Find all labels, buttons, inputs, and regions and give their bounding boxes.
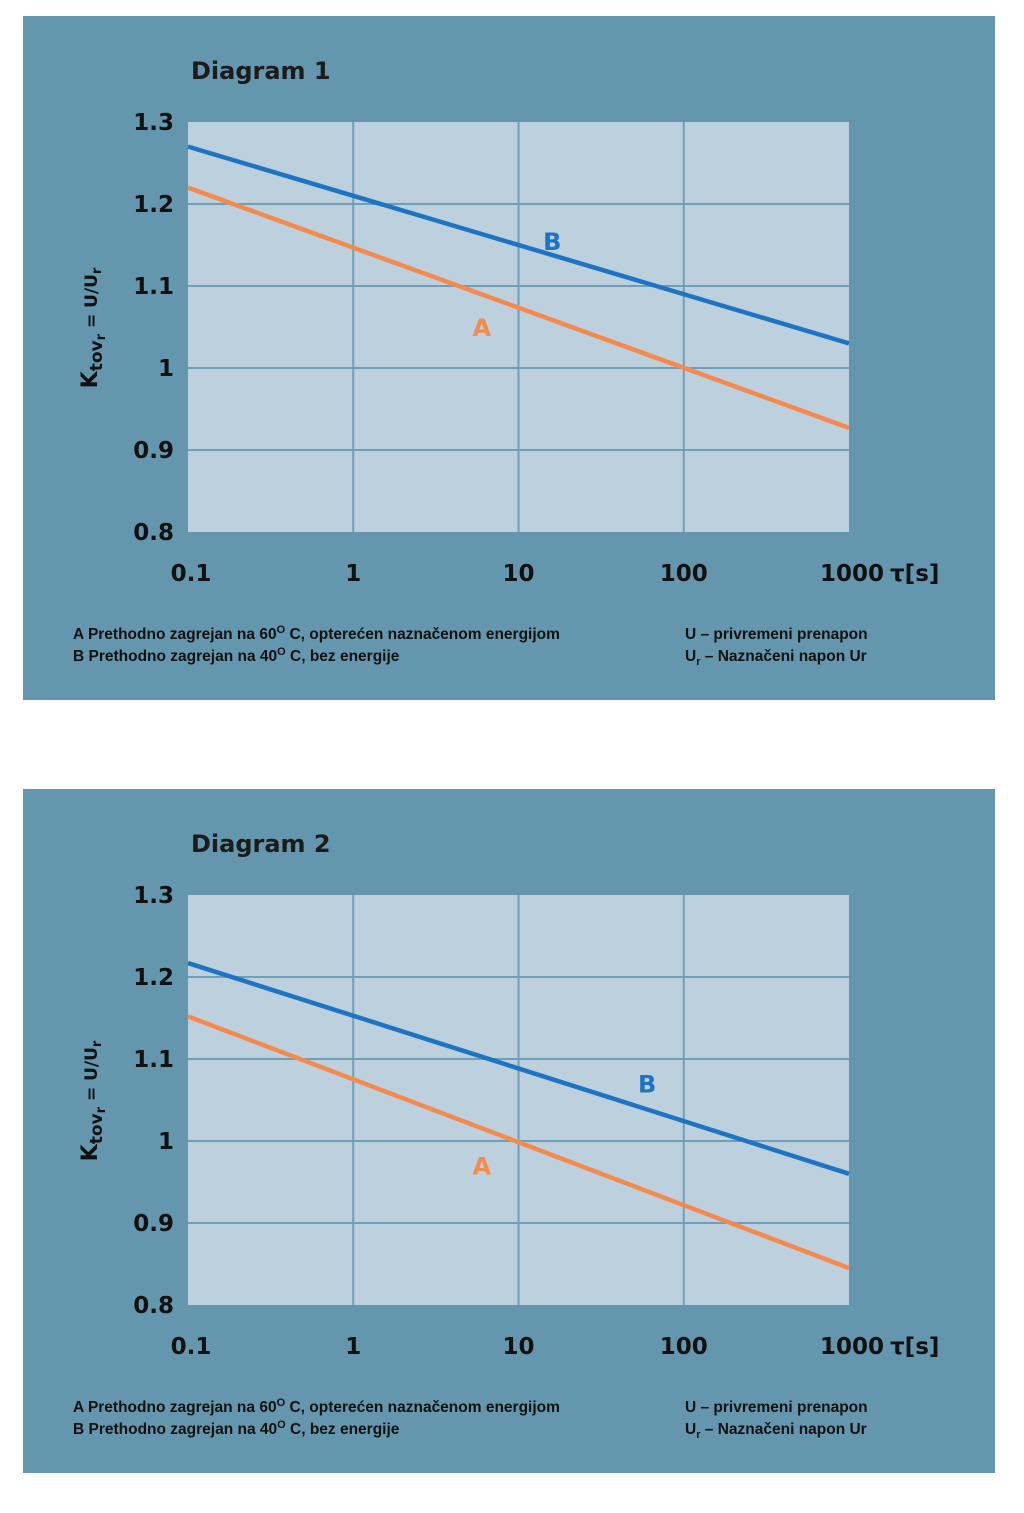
diagram-1-chart: Diagram 1 0.8 0.9 1 1.1 1.2 1.3 0.1 1 10 100 1000 τ[… [73,57,939,668]
diagram-2-x-tick-label: 100 [660,1334,708,1360]
diagram-1-series-a-line [187,185,850,430]
diagram-2-series-b-label: B [638,1071,656,1099]
diagram-1-legend-ur: Ur – Naznačeni napon Ur [685,648,867,668]
diagram-2-legend-b: B Prethodno zagrejan na 40O C, bez energ… [73,1419,400,1438]
diagram-2-series-a-label: A [473,1153,492,1181]
diagram-2-legend-ur: Ur – Naznačeni napon Ur [685,1421,867,1441]
diagram-2-legend-a: A Prethodno zagrejan na 60O C, opterećen… [73,1397,560,1416]
diagram-2-x-tick-label: 1000 [820,1334,884,1360]
diagram-2-panel: Diagram 2 0.8 0.9 1 1.1 1.2 1.3 0.1 1 10 100 1000 τ[… [23,789,995,1473]
diagram-1-legend-b: B Prethodno zagrejan na 40O C, bez energ… [73,646,400,665]
diagram-2-y-axis-label: Ktovr = U/Ur [78,1040,109,1161]
diagram-1-series-b-label: B [543,228,561,256]
diagram-2-y-tick-label: 1.2 [133,965,174,991]
diagram-1-title: Diagram 1 [191,57,331,85]
diagram-1-y-tick-label: 0.9 [133,438,174,464]
diagram-2-y-tick-label: 1.3 [133,883,174,909]
diagram-1-series-a-label: A [473,314,492,342]
diagram-1-legend-u: U – privremeni prenapon [685,626,868,643]
diagram-1-x-tick-label: 1000 [820,561,884,587]
diagram-2-x-axis-label: τ[s] [890,1334,939,1360]
diagram-2-chart: Diagram 2 0.8 0.9 1 1.1 1.2 1.3 0.1 1 10 100 1000 τ[… [73,830,939,1441]
diagram-2-y-tick-label: 0.8 [133,1293,174,1319]
diagram-1-y-tick-label: 1 [158,356,174,382]
diagram-2-title: Diagram 2 [191,830,331,858]
diagram-2-x-tick-label: 0.1 [171,1334,212,1360]
diagram-2-y-tick-label: 1.1 [133,1047,174,1073]
diagram-1-series-b-line [187,144,850,346]
diagram-2-series-b-line [187,960,850,1176]
diagram-1-panel: Diagram 1 0.8 0.9 1 1.1 1.2 1.3 0.1 1 10 100 1000 τ[… [23,16,995,700]
diagram-1-y-tick-label: 1.2 [133,192,174,218]
diagram-2-legend-u: U – privremeni prenapon [685,1399,868,1416]
diagram-2-y-tick-label: 1 [158,1129,174,1155]
diagram-2-series-a-line [187,1014,850,1271]
diagram-1-x-axis-label: τ[s] [890,561,939,587]
diagram-1-legend-a: A Prethodno zagrejan na 60O C, opterećen… [73,624,560,643]
diagram-1-x-tick-label: 100 [660,561,708,587]
diagram-2-x-tick-label: 10 [502,1334,534,1360]
diagram-1-y-tick-label: 1.3 [133,110,174,136]
diagram-1-x-tick-label: 10 [502,561,534,587]
diagram-2-y-tick-label: 0.9 [133,1211,174,1237]
diagram-2-x-tick-label: 1 [345,1334,361,1360]
diagram-1-y-axis-label: Ktovr = U/Ur [78,267,109,388]
diagram-1-x-tick-label: 1 [345,561,361,587]
diagram-1-y-tick-label: 1.1 [133,274,174,300]
diagram-1-y-tick-label: 0.8 [133,520,174,546]
diagram-1-x-tick-label: 0.1 [171,561,212,587]
